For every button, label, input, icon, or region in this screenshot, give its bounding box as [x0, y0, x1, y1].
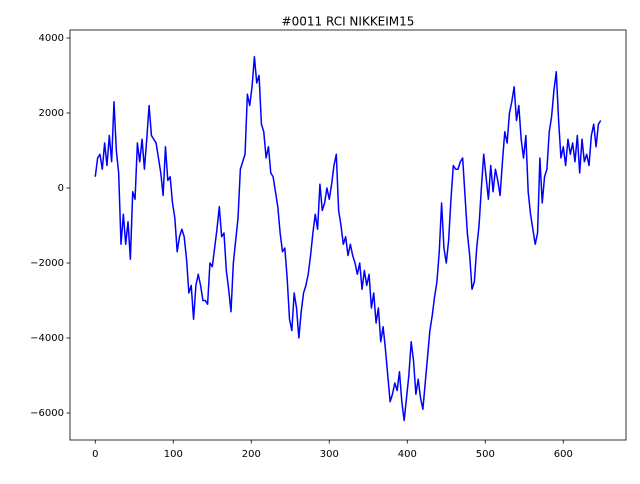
- plot-frame: [69, 29, 627, 441]
- x-tick-label: 400: [398, 449, 417, 460]
- x-tick-label: 100: [164, 449, 183, 460]
- y-tick-label: 0: [58, 183, 64, 194]
- x-tick-label: 600: [554, 449, 573, 460]
- y-tick-label: −6000: [30, 408, 64, 419]
- x-tick-label: 500: [476, 449, 495, 460]
- x-tick-label: 200: [242, 449, 261, 460]
- chart-title: #0011 RCI NIKKEIM15: [282, 15, 415, 29]
- x-tick-label: 300: [320, 449, 339, 460]
- y-tick-label: −4000: [30, 333, 64, 344]
- y-tick-label: 4000: [39, 33, 64, 44]
- y-tick-label: −2000: [30, 258, 64, 269]
- y-tick-label: 2000: [39, 108, 64, 119]
- x-tick-label: 0: [92, 449, 98, 460]
- line: [94, 55, 602, 422]
